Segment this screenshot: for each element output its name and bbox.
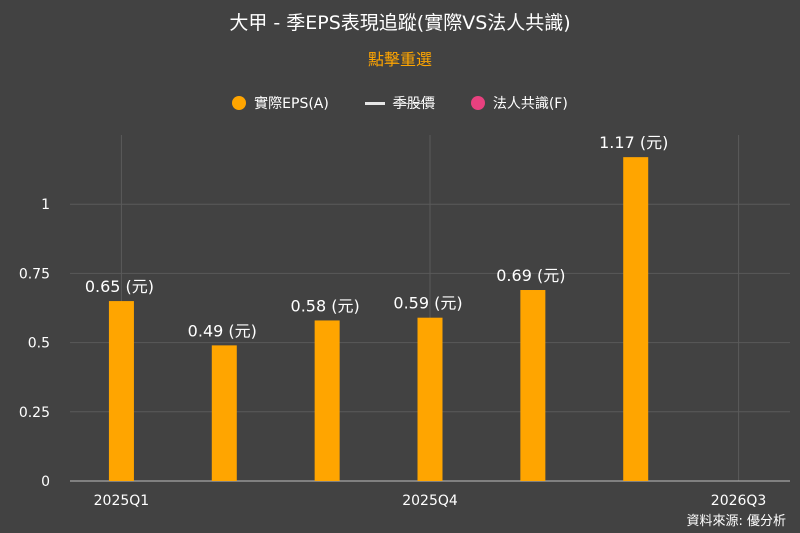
eps-bar xyxy=(108,301,134,481)
data-label: 0.58 (元) xyxy=(291,296,360,315)
y-tick-label: 0.5 xyxy=(28,336,50,352)
legend-label-quarter-price: 季股價 xyxy=(392,96,435,112)
data-label: 0.65 (元) xyxy=(85,277,154,296)
pink-dot-icon xyxy=(470,96,485,110)
y-tick-label: 0.75 xyxy=(19,266,50,282)
y-tick-label: 1 xyxy=(41,197,50,213)
legend: 實際EPS(A) 季股價 法人共識(F) xyxy=(0,93,800,113)
reselect-link[interactable]: 點擊重選 xyxy=(367,50,432,69)
legend-item-actual-eps[interactable]: 實際EPS(A) xyxy=(232,93,329,113)
y-tick-label: 0 xyxy=(41,474,50,490)
x-tick-label: 2025Q4 xyxy=(402,493,458,509)
legend-label-consensus: 法人共識(F) xyxy=(492,96,568,112)
data-label: 1.17 (元) xyxy=(599,133,668,152)
source-note: 資料來源: 優分析 xyxy=(686,514,786,529)
legend-item-consensus[interactable]: 法人共識(F) xyxy=(470,93,568,113)
eps-bar xyxy=(520,290,546,481)
legend-label-actual-eps: 實際EPS(A) xyxy=(254,96,329,112)
data-label: 0.49 (元) xyxy=(188,321,257,340)
orange-dot-icon xyxy=(232,96,247,110)
line-icon xyxy=(364,101,385,105)
legend-item-quarter-price[interactable]: 季股價 xyxy=(364,93,435,113)
x-tick-label: 2026Q3 xyxy=(711,493,767,509)
data-label: 0.69 (元) xyxy=(496,266,565,285)
x-tick-label: 2025Q1 xyxy=(94,493,150,509)
eps-bar xyxy=(417,317,443,481)
chart-title: 大甲 - 季EPS表現追蹤(實際VS法人共識) xyxy=(229,12,571,34)
eps-bar xyxy=(623,157,649,482)
y-tick-label: 0.25 xyxy=(19,405,50,421)
eps-bar xyxy=(211,345,237,481)
eps-bar xyxy=(314,320,340,481)
data-label: 0.59 (元) xyxy=(393,294,462,313)
